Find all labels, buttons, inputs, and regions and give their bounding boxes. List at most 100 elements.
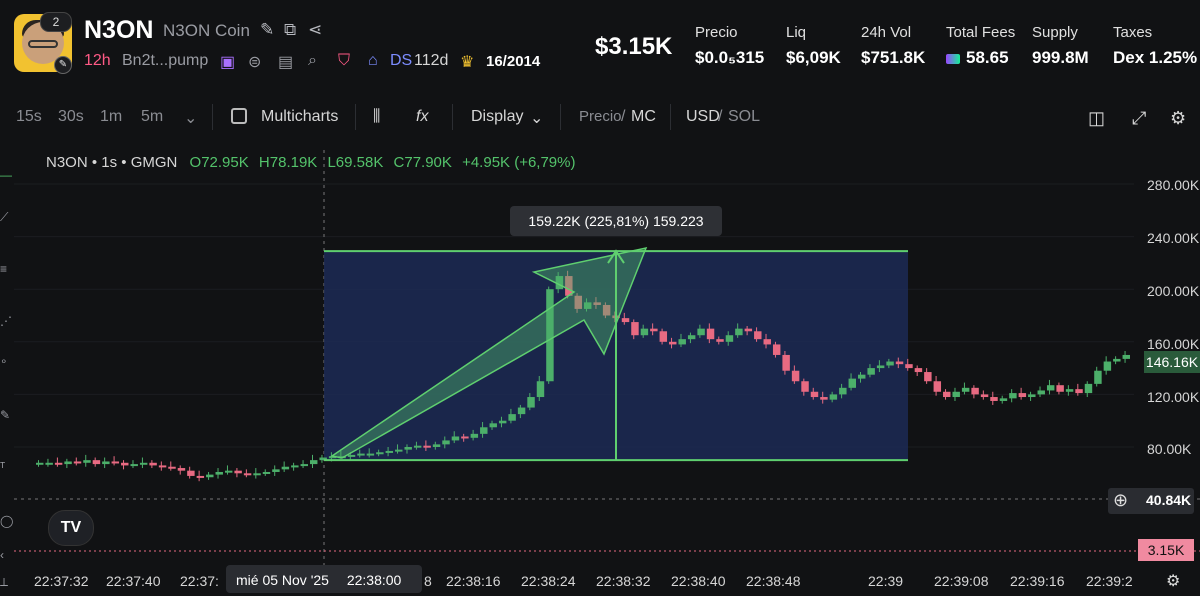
candle (952, 387, 960, 401)
drawing-toolbar (0, 150, 14, 596)
candle (177, 465, 186, 475)
display-button[interactable]: Display (471, 108, 524, 125)
avatar-edit-icon[interactable]: ✎ (54, 56, 72, 74)
candle (36, 460, 44, 467)
token-symbol: N3ON (84, 16, 154, 44)
candle (1113, 356, 1121, 365)
expand-icon[interactable]: ⤢ (1132, 108, 1147, 128)
stat-value-supply: 999.8M (1032, 48, 1089, 67)
candle (243, 469, 252, 478)
candle (45, 458, 53, 467)
candle (782, 351, 790, 375)
y-tick-label: 280.00K (1147, 177, 1200, 193)
x-tick-label: 22:37:40 (106, 573, 161, 589)
price-chart[interactable] (14, 150, 1200, 566)
candle (659, 328, 668, 345)
candle (442, 436, 450, 449)
candle (508, 408, 516, 424)
toolbar-divider (212, 104, 213, 130)
candle (905, 358, 913, 371)
search-icon[interactable]: ⌕ (308, 52, 317, 69)
candle-type-icon[interactable]: ⫼ (373, 108, 381, 125)
collapse-rail-icon[interactable]: ‹ (0, 548, 4, 562)
candle (489, 420, 497, 430)
crosshair-price-tag[interactable] (1108, 488, 1194, 514)
token-age: 12h (84, 52, 111, 69)
candle (1075, 383, 1083, 396)
candle (1094, 366, 1102, 387)
candle (517, 404, 526, 419)
candle (820, 391, 828, 404)
share-icon[interactable]: ⋖ (308, 20, 323, 39)
x-tick-label: 22:38:48 (746, 573, 801, 589)
candle (621, 312, 630, 325)
ds-age: 112d (414, 52, 449, 69)
text-tool-icon[interactable]: ᵀ (0, 460, 6, 474)
rank-badge-text: 2 (52, 15, 60, 29)
add-alert-icon[interactable]: ⊕ (1113, 490, 1129, 510)
candle (480, 422, 488, 438)
interval-15s[interactable]: 15s (16, 108, 42, 125)
website-icon[interactable]: ⊜ (248, 54, 262, 71)
interval-1m[interactable]: 1m (100, 108, 123, 125)
chef-icon: ⌂ (368, 52, 378, 69)
candle (527, 393, 535, 411)
arrow-shape[interactable] (330, 246, 648, 459)
candle (1028, 391, 1036, 401)
candle (423, 440, 431, 451)
projection-tool-icon[interactable]: ∘ (0, 354, 8, 368)
toolbar-divider (560, 104, 561, 130)
candle (678, 333, 686, 348)
tradingview-logo[interactable]: TV (48, 510, 94, 546)
candle (565, 270, 573, 299)
candle (706, 323, 715, 344)
candle (895, 357, 904, 369)
brush-tool-icon[interactable]: ✎ (0, 408, 11, 422)
copy-icon[interactable]: ⧉ (284, 20, 297, 39)
x-tick-label: 22:38:16 (446, 573, 501, 589)
ruler-tool-icon[interactable]: ⟂ (0, 575, 9, 589)
candle (376, 449, 384, 457)
candle (839, 383, 847, 399)
multicharts-checkbox[interactable] (231, 108, 247, 124)
interval-30s[interactable]: 30s (58, 108, 84, 125)
candle (130, 460, 138, 469)
edit-icon[interactable]: ✎ (260, 20, 275, 39)
crosshair-tool-icon[interactable]: — (0, 168, 12, 182)
pattern-tool-icon[interactable]: ⋰ (0, 314, 12, 328)
stat-label-taxes: Taxes (1113, 24, 1153, 41)
candle (149, 460, 157, 469)
comments-icon[interactable]: ▤ (278, 54, 294, 71)
toolbar-divider (670, 104, 671, 130)
mask-icon[interactable]: ⛉ (338, 52, 351, 69)
legend-high: H78.19K (258, 154, 318, 171)
candle (924, 368, 932, 384)
chevron-down-icon[interactable]: ⌄ (184, 110, 198, 127)
twitch-icon[interactable]: ▣ (220, 54, 236, 71)
multicharts-label[interactable]: Multicharts (261, 108, 339, 125)
trendline-tool-icon[interactable]: ⟋ (0, 210, 9, 224)
settings-icon[interactable]: ⚙ (1170, 108, 1187, 128)
interval-5m[interactable]: 5m (141, 108, 164, 125)
usd-toggle[interactable]: USD (686, 108, 720, 125)
display-chevron-icon[interactable]: ⌄ (530, 110, 544, 127)
sol-toggle[interactable]: SOL (728, 108, 761, 125)
price-toggle[interactable]: Precio (579, 108, 622, 125)
arrow-drawing[interactable] (330, 246, 648, 459)
x-tick-label: 22:37:32 (34, 573, 89, 589)
indicators-icon[interactable]: fx (416, 108, 429, 125)
measure-tool-icon[interactable]: ◯ (0, 514, 14, 528)
fib-tool-icon[interactable]: ≡ (0, 262, 8, 276)
candle (102, 457, 110, 469)
mc-toggle[interactable]: MC (631, 108, 656, 125)
token-address[interactable]: Bn2t...pump (122, 52, 209, 69)
crosshair-time-text: 22:38:00 (346, 572, 402, 588)
candle (215, 468, 223, 479)
candle (886, 358, 894, 369)
y-tick-label: 160.00K (1147, 336, 1200, 352)
axis-settings-icon[interactable]: ⚙ (1166, 573, 1181, 590)
candle (395, 444, 403, 454)
candle (83, 454, 91, 467)
camera-icon[interactable]: ◫ (1088, 108, 1106, 128)
candle (206, 471, 214, 480)
